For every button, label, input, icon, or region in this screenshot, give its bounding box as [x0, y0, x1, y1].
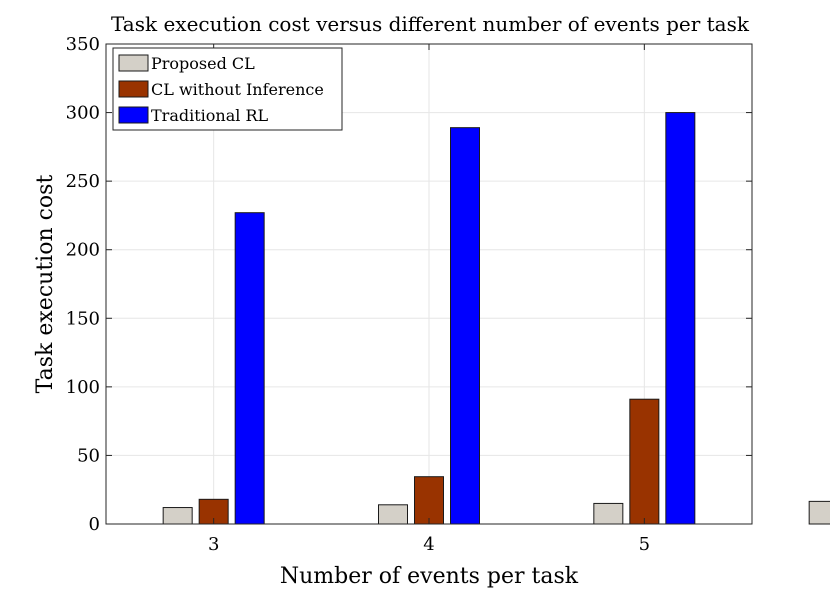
- legend-label-cl-without-inference: CL without Inference: [151, 80, 324, 99]
- y-tick-label: 200: [66, 240, 100, 261]
- legend-swatch-cl-without-inference: [118, 80, 149, 98]
- y-tick-label: 100: [66, 377, 100, 398]
- y-axis-ticks: 0 50 100 150 200 250 300 350: [66, 34, 752, 535]
- bar-cl-without-inference-5: [629, 398, 660, 525]
- y-axis-label: Task execution cost: [33, 175, 58, 394]
- bar-traditional-rl-3: [234, 212, 265, 525]
- y-tick-label: 300: [66, 103, 100, 124]
- legend-label-proposed-cl: Proposed CL: [151, 54, 255, 73]
- x-axis-ticks: 3456: [208, 44, 650, 555]
- x-axis-label: Number of events per task: [280, 564, 579, 589]
- legend-label-traditional-rl: Traditional RL: [151, 106, 268, 125]
- bar-cl-without-inference-4: [414, 476, 444, 525]
- bars: [162, 112, 830, 525]
- legend-swatch-traditional-rl: [118, 106, 149, 124]
- y-tick-label: 50: [77, 445, 100, 466]
- chart-title: Task execution cost versus different num…: [111, 12, 750, 36]
- bar-proposed-cl-4: [378, 504, 408, 525]
- bar-traditional-rl-5: [665, 112, 696, 525]
- x-tick-label: 3: [208, 534, 219, 555]
- legend: Proposed CL CL without Inference Tradition…: [112, 47, 343, 131]
- y-tick-label: 350: [66, 34, 100, 55]
- bar-proposed-cl-3: [162, 507, 193, 525]
- bar-proposed-cl-6: [808, 500, 830, 525]
- y-tick-label: 0: [89, 514, 100, 535]
- y-tick-label: 150: [66, 308, 100, 329]
- y-tick-label: 250: [66, 171, 100, 192]
- bar-traditional-rl-4: [450, 127, 480, 525]
- legend-box: [112, 47, 343, 131]
- x-tick-label: 4: [423, 534, 434, 555]
- x-tick-label: 5: [639, 534, 650, 555]
- bar-proposed-cl-5: [593, 502, 624, 525]
- legend-swatch-proposed-cl: [118, 54, 149, 72]
